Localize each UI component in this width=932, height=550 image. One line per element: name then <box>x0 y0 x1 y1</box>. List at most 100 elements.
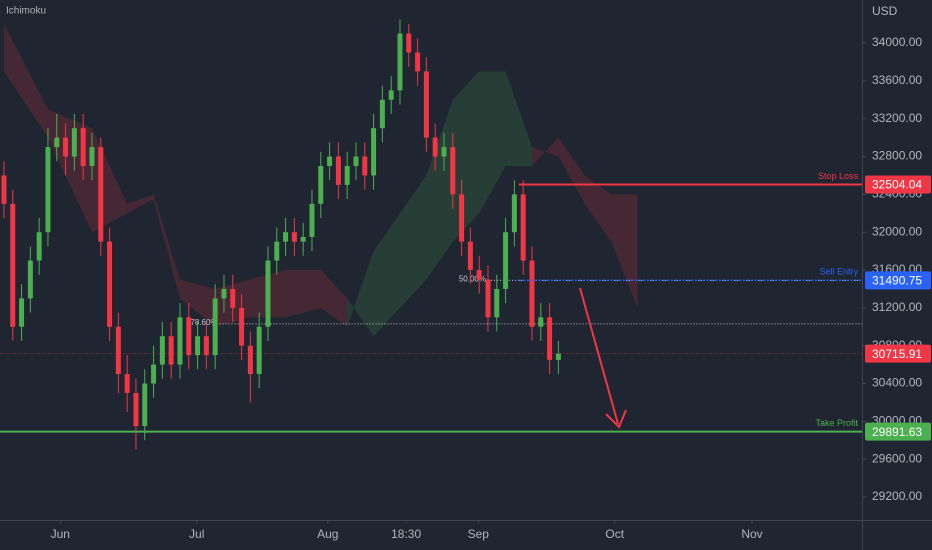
y-tick-label: 31200.00 <box>872 300 922 314</box>
candle-body <box>10 203 16 327</box>
candle-body <box>186 317 192 356</box>
candle-body <box>142 383 148 427</box>
y-tick-label: 30400.00 <box>872 376 922 390</box>
candle-body <box>309 203 315 237</box>
candle-body <box>476 270 482 280</box>
y-tick-label: 29200.00 <box>872 489 922 503</box>
candle-body <box>547 317 553 360</box>
last-price-label: 30715.91 <box>872 347 922 361</box>
level-tag <box>865 271 931 290</box>
candle-body <box>203 336 209 356</box>
forecast-arrow <box>579 287 627 429</box>
candle-body <box>511 194 517 233</box>
cloud-segment <box>179 279 216 327</box>
candle-body <box>423 71 429 138</box>
candle-body <box>353 156 359 166</box>
currency-label: USD <box>872 4 898 18</box>
candle-body <box>344 165 350 185</box>
candle-body <box>283 232 289 242</box>
candle-body <box>415 52 421 72</box>
candle-body <box>450 147 456 195</box>
fib-label: 50.00% <box>459 274 486 283</box>
candle-body <box>503 232 509 289</box>
candle-body <box>371 128 377 176</box>
candle-body <box>36 232 42 261</box>
candle-body <box>485 279 491 318</box>
arrow-head <box>605 409 627 429</box>
x-tick-label: Nov <box>741 527 762 541</box>
level-tag-label: 32504.04 <box>872 178 922 192</box>
cloud-segment <box>426 99 453 280</box>
cloud-segment <box>3 24 48 138</box>
candle-body <box>397 33 403 91</box>
candle-body <box>27 260 33 299</box>
candle-body <box>555 353 561 360</box>
last-price-tag <box>865 344 931 363</box>
cloud-segment <box>584 175 612 242</box>
candle-body <box>256 326 262 375</box>
cloud-segment <box>320 270 348 327</box>
y-tick-label: 34000.00 <box>872 35 922 49</box>
y-tick-label: 29600.00 <box>872 451 922 465</box>
candle-body <box>300 236 306 242</box>
candle-body <box>151 364 157 384</box>
candle-body <box>247 345 253 375</box>
x-tick-label: 18:30 <box>391 527 421 541</box>
candle-body <box>45 147 51 233</box>
candle-body <box>168 336 174 365</box>
candle-body <box>89 147 95 166</box>
cloud-segment <box>285 270 321 318</box>
y-tick-label: 32000.00 <box>872 224 922 238</box>
candle-body <box>432 137 438 157</box>
candle-body <box>19 298 25 327</box>
y-tick-label: 33200.00 <box>872 111 922 125</box>
cloud-segment <box>505 71 532 166</box>
candle-body <box>520 194 526 261</box>
candle-body <box>230 288 236 308</box>
candle-body <box>177 317 183 365</box>
candle-body <box>239 307 245 346</box>
x-tick-label: Aug <box>317 527 338 541</box>
candle-body <box>529 260 535 327</box>
candle-body <box>159 336 165 365</box>
level-name: Sell Entry <box>819 267 858 277</box>
plot: 50.00% 78.60% Stop Loss Sell Entry Take Prof… <box>0 19 862 450</box>
candle-body <box>265 260 271 327</box>
candle-body <box>54 137 60 148</box>
candle-body <box>318 165 324 204</box>
cloud-segment <box>373 213 400 337</box>
candle-body <box>538 317 544 327</box>
candle-body <box>107 241 113 327</box>
x-tick-label: Sep <box>468 527 490 541</box>
cloud-segment <box>611 194 638 308</box>
candle-body <box>291 232 297 242</box>
candle-body <box>212 298 218 356</box>
y-tick-label: 33600.00 <box>872 73 922 87</box>
candle-body <box>494 288 500 318</box>
cloud-segment <box>479 71 506 214</box>
cloud-segment <box>558 137 585 204</box>
candle-body <box>124 374 130 393</box>
cloud-segment <box>531 137 559 166</box>
level-name: Take Profit <box>815 418 858 428</box>
y-tick-label: 32800.00 <box>872 149 922 163</box>
candle-body <box>379 99 385 129</box>
indicator-label: Ichimoku <box>6 6 46 17</box>
candle-body <box>388 90 394 100</box>
x-tick-label: Jul <box>189 527 204 541</box>
cloud-segment <box>347 251 374 337</box>
x-tick-label: Oct <box>605 527 624 541</box>
candle-body <box>195 336 201 356</box>
cloud-segment <box>399 175 427 308</box>
level-tag <box>865 422 931 441</box>
candle-body <box>1 175 7 204</box>
level-tag-label: 31490.75 <box>872 274 922 288</box>
arrow-shaft <box>579 287 619 425</box>
candle-body <box>133 392 139 427</box>
candle-body <box>63 137 69 157</box>
candle-body <box>71 128 77 157</box>
cloud-segment <box>127 194 154 214</box>
candle-body <box>335 156 341 185</box>
